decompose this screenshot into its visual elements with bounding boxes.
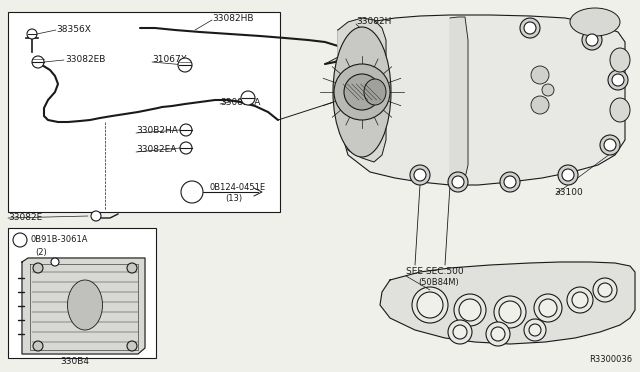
Circle shape <box>524 22 536 34</box>
Circle shape <box>13 233 27 247</box>
Circle shape <box>33 341 43 351</box>
Ellipse shape <box>67 280 102 330</box>
Circle shape <box>486 322 510 346</box>
Circle shape <box>412 287 448 323</box>
Circle shape <box>91 211 101 221</box>
Text: (13): (13) <box>225 194 242 203</box>
Circle shape <box>454 294 486 326</box>
Circle shape <box>33 263 43 273</box>
Text: N: N <box>17 237 23 246</box>
Polygon shape <box>380 262 635 344</box>
Bar <box>8 12 280 212</box>
Circle shape <box>598 283 612 297</box>
Ellipse shape <box>542 84 554 96</box>
Ellipse shape <box>531 66 549 84</box>
Circle shape <box>567 287 593 313</box>
Circle shape <box>600 135 620 155</box>
Ellipse shape <box>364 79 386 105</box>
Polygon shape <box>338 15 625 185</box>
Text: 0B124-0451E: 0B124-0451E <box>209 183 265 192</box>
Circle shape <box>586 34 598 46</box>
Circle shape <box>180 124 192 136</box>
Circle shape <box>572 292 588 308</box>
Circle shape <box>178 58 192 72</box>
Circle shape <box>127 263 137 273</box>
Ellipse shape <box>610 48 630 72</box>
Ellipse shape <box>610 98 630 122</box>
Circle shape <box>504 176 516 188</box>
Bar <box>8 228 156 358</box>
Circle shape <box>534 294 562 322</box>
Circle shape <box>344 74 380 110</box>
Circle shape <box>524 319 546 341</box>
Text: 33082EA: 33082EA <box>220 98 260 107</box>
Ellipse shape <box>333 27 391 157</box>
Text: 330B2HA: 330B2HA <box>136 126 178 135</box>
Polygon shape <box>22 258 145 354</box>
Text: 31067X: 31067X <box>152 55 187 64</box>
Polygon shape <box>450 17 468 182</box>
Circle shape <box>494 296 526 328</box>
Circle shape <box>448 320 472 344</box>
Text: 33082H: 33082H <box>356 17 392 26</box>
Text: B: B <box>189 189 195 198</box>
Circle shape <box>452 176 464 188</box>
Text: 33100: 33100 <box>554 188 583 197</box>
Text: 38356X: 38356X <box>56 25 91 34</box>
Circle shape <box>448 172 468 192</box>
Circle shape <box>180 142 192 154</box>
Circle shape <box>593 278 617 302</box>
Circle shape <box>604 139 616 151</box>
Circle shape <box>414 169 426 181</box>
Circle shape <box>500 172 520 192</box>
Text: 330B4: 330B4 <box>60 357 89 366</box>
Circle shape <box>612 74 624 86</box>
Ellipse shape <box>531 96 549 114</box>
Circle shape <box>410 165 430 185</box>
Circle shape <box>499 301 521 323</box>
Circle shape <box>582 30 602 50</box>
Circle shape <box>181 181 203 203</box>
Text: 33082EB: 33082EB <box>65 55 106 64</box>
Text: 33082EA: 33082EA <box>136 145 177 154</box>
Circle shape <box>539 299 557 317</box>
Circle shape <box>417 292 443 318</box>
Text: 33082HB: 33082HB <box>212 14 253 23</box>
Circle shape <box>241 91 255 105</box>
Text: SEE SEC.500: SEE SEC.500 <box>406 267 463 276</box>
Text: (2): (2) <box>35 248 47 257</box>
Text: 0B91B-3061A: 0B91B-3061A <box>30 235 88 244</box>
Circle shape <box>51 258 59 266</box>
Circle shape <box>27 29 37 39</box>
Text: R3300036: R3300036 <box>589 355 632 364</box>
Circle shape <box>127 341 137 351</box>
Circle shape <box>608 70 628 90</box>
Circle shape <box>459 299 481 321</box>
Circle shape <box>453 325 467 339</box>
Circle shape <box>529 324 541 336</box>
Circle shape <box>562 169 574 181</box>
Ellipse shape <box>570 8 620 36</box>
Circle shape <box>520 18 540 38</box>
Circle shape <box>491 327 505 341</box>
Polygon shape <box>338 18 386 162</box>
Text: 33082E: 33082E <box>8 213 42 222</box>
Text: (50B84M): (50B84M) <box>418 278 459 287</box>
Circle shape <box>558 165 578 185</box>
Circle shape <box>32 56 44 68</box>
Circle shape <box>334 64 390 120</box>
